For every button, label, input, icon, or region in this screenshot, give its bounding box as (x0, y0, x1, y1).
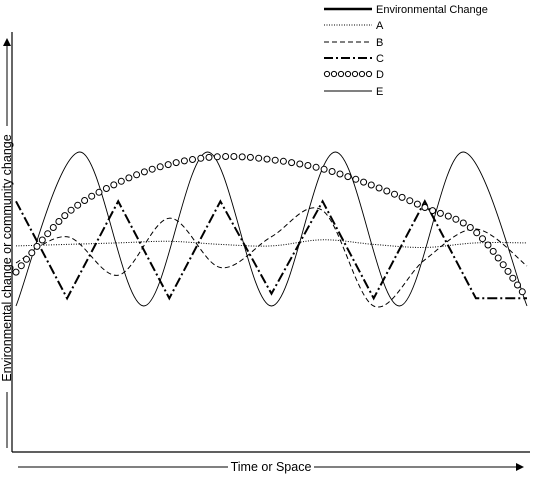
series-d-point (320, 165, 328, 173)
series-d-point (367, 181, 375, 189)
series-d-point (102, 185, 110, 192)
series-d-point (484, 241, 492, 249)
series-d-point (140, 168, 148, 176)
series-d-point (38, 236, 46, 244)
legend-label-b: B (376, 37, 383, 49)
series-d-point (246, 153, 254, 161)
series-d-point (28, 249, 36, 257)
series-d-point (61, 212, 69, 220)
legend-label-d: D (376, 69, 384, 81)
series-d-point (494, 254, 502, 262)
legend-label-a: A (376, 20, 384, 32)
series-d-point (148, 165, 156, 173)
series-d-point (255, 154, 263, 162)
series-d-point (336, 170, 344, 178)
series-d-point (504, 267, 512, 275)
series-d-point (459, 219, 467, 227)
series-d-point (88, 192, 96, 200)
legend-swatch-d (323, 70, 373, 78)
series-d-point (271, 156, 279, 164)
series-d-point (479, 235, 486, 243)
series-a-line (15, 239, 528, 249)
series-d-point (288, 159, 296, 167)
series-d-point (429, 207, 437, 215)
series-d-point (81, 197, 89, 204)
series-d-point (375, 184, 383, 192)
series-d-point (189, 156, 196, 163)
series-d-point (117, 177, 125, 185)
series-d-points (12, 153, 526, 296)
series-d-point (263, 155, 271, 163)
series-d-point (489, 247, 497, 255)
series-b-line (15, 207, 528, 308)
series-d-point (180, 157, 188, 165)
series-d-point (49, 224, 57, 231)
series-d-point (222, 153, 230, 160)
series-c-line (15, 199, 527, 301)
series-d-point (304, 162, 312, 169)
series-d-point (509, 274, 517, 282)
series-d-point (156, 163, 164, 171)
series-d-point (74, 201, 82, 209)
legend-label-e: E (376, 86, 383, 98)
series-d-point (383, 187, 391, 195)
series-d-point (17, 262, 25, 270)
series-d-point (398, 193, 406, 201)
y-arrow-head (3, 38, 11, 46)
series-d-point (238, 153, 246, 161)
series-d-point (391, 190, 398, 198)
series-d-point (205, 153, 213, 161)
legend-label-env: Environmental Change (376, 4, 488, 16)
series-d-point (172, 159, 180, 167)
series-d-point (95, 188, 103, 196)
series-d-point (406, 197, 414, 205)
series-d-point (473, 229, 481, 237)
series-d-point (55, 218, 63, 225)
series-d-point (197, 154, 205, 162)
series-d-point (518, 288, 526, 296)
series-d-point (33, 242, 41, 250)
series-d-point (436, 209, 444, 217)
series-d-point (444, 212, 452, 220)
series-d-point (499, 261, 507, 269)
series-e-line (15, 151, 528, 307)
series-d-point (133, 171, 141, 179)
series-d-point (360, 178, 368, 186)
series-d-point (110, 181, 118, 189)
series-d-point (230, 153, 238, 160)
series-d-point (328, 168, 336, 175)
series-d-point (279, 157, 287, 165)
legend-label-c: C (376, 53, 384, 65)
series-d-point (213, 153, 221, 161)
series-d-point (67, 206, 75, 214)
series-d-point (12, 268, 20, 276)
series-d-point (352, 175, 360, 183)
series-d-point (421, 204, 429, 211)
x-arrow-head (516, 463, 524, 471)
series-d-point (344, 173, 352, 181)
series-d-point (125, 174, 133, 182)
series-d-point (296, 160, 304, 168)
legend: Environmental Change A B C D E (323, 4, 488, 98)
series-d-point (413, 200, 421, 208)
y-axis-label: Environmental change or community change (0, 134, 14, 381)
series-d-point (466, 224, 474, 231)
series-d-point (164, 161, 172, 169)
series-d-point (514, 281, 521, 289)
series-d-point (44, 230, 52, 238)
series-d-point (312, 163, 320, 171)
series-d-point (23, 255, 30, 263)
x-axis-label: Time or Space (231, 460, 312, 474)
series-d-point (452, 215, 460, 223)
